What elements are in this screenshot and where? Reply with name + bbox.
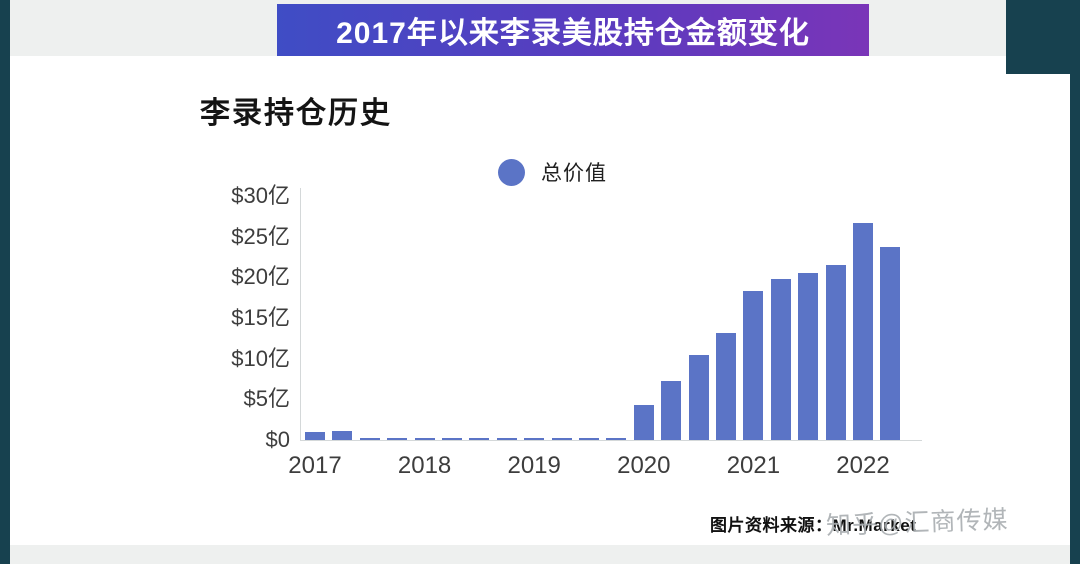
bar	[524, 438, 545, 440]
bar	[853, 223, 873, 440]
bar	[798, 273, 819, 440]
y-axis-label: $15亿	[231, 305, 290, 331]
y-axis-label: $30亿	[231, 183, 290, 209]
bar	[579, 438, 599, 440]
bar	[661, 381, 682, 440]
x-axis-label: 2021	[726, 452, 781, 479]
left-edge-decor	[0, 0, 10, 564]
x-axis-label: 2019	[507, 452, 561, 479]
legend: 总价值	[498, 157, 607, 187]
y-axis-label: $25亿	[231, 223, 290, 249]
top-right-corner-decor	[1006, 0, 1080, 74]
y-axis-label: $5亿	[243, 386, 290, 412]
bar	[716, 333, 736, 440]
bar	[551, 438, 572, 440]
legend-label: 总价值	[541, 162, 607, 185]
bar	[688, 355, 709, 440]
y-axis-label: $0	[265, 427, 290, 452]
banner-title: 2017年以来李录美股持仓金额变化	[277, 4, 869, 56]
x-axis-label: 2017	[288, 452, 342, 479]
x-axis-line	[300, 440, 922, 441]
legend-dot-icon	[498, 158, 525, 186]
bar	[770, 279, 791, 440]
bar	[359, 438, 380, 440]
x-axis-label: 2020	[617, 452, 671, 479]
bar	[743, 291, 764, 440]
bar	[442, 438, 462, 440]
chart-title: 李录持仓历史	[200, 97, 392, 130]
y-axis-label: $20亿	[231, 264, 290, 290]
source-caption: 图片资料来源：Mr.Market	[710, 511, 916, 536]
bar	[387, 438, 408, 440]
x-axis-label: 2022	[836, 452, 890, 479]
source-label: 图片资料来源：Mr.Market	[710, 516, 917, 535]
bar	[606, 438, 627, 440]
watermark: 知乎@汇商传媒	[825, 505, 1009, 541]
bar	[825, 265, 846, 440]
bar	[633, 405, 654, 440]
bar	[305, 432, 325, 440]
bar	[880, 247, 901, 440]
bar	[496, 438, 517, 440]
bar	[414, 438, 435, 440]
bar	[469, 438, 490, 440]
bar	[332, 431, 353, 440]
x-axis-label: 2018	[397, 452, 452, 479]
right-edge-decor	[1070, 0, 1080, 564]
y-axis-label: $10亿	[231, 345, 290, 371]
y-axis-line	[300, 188, 301, 441]
